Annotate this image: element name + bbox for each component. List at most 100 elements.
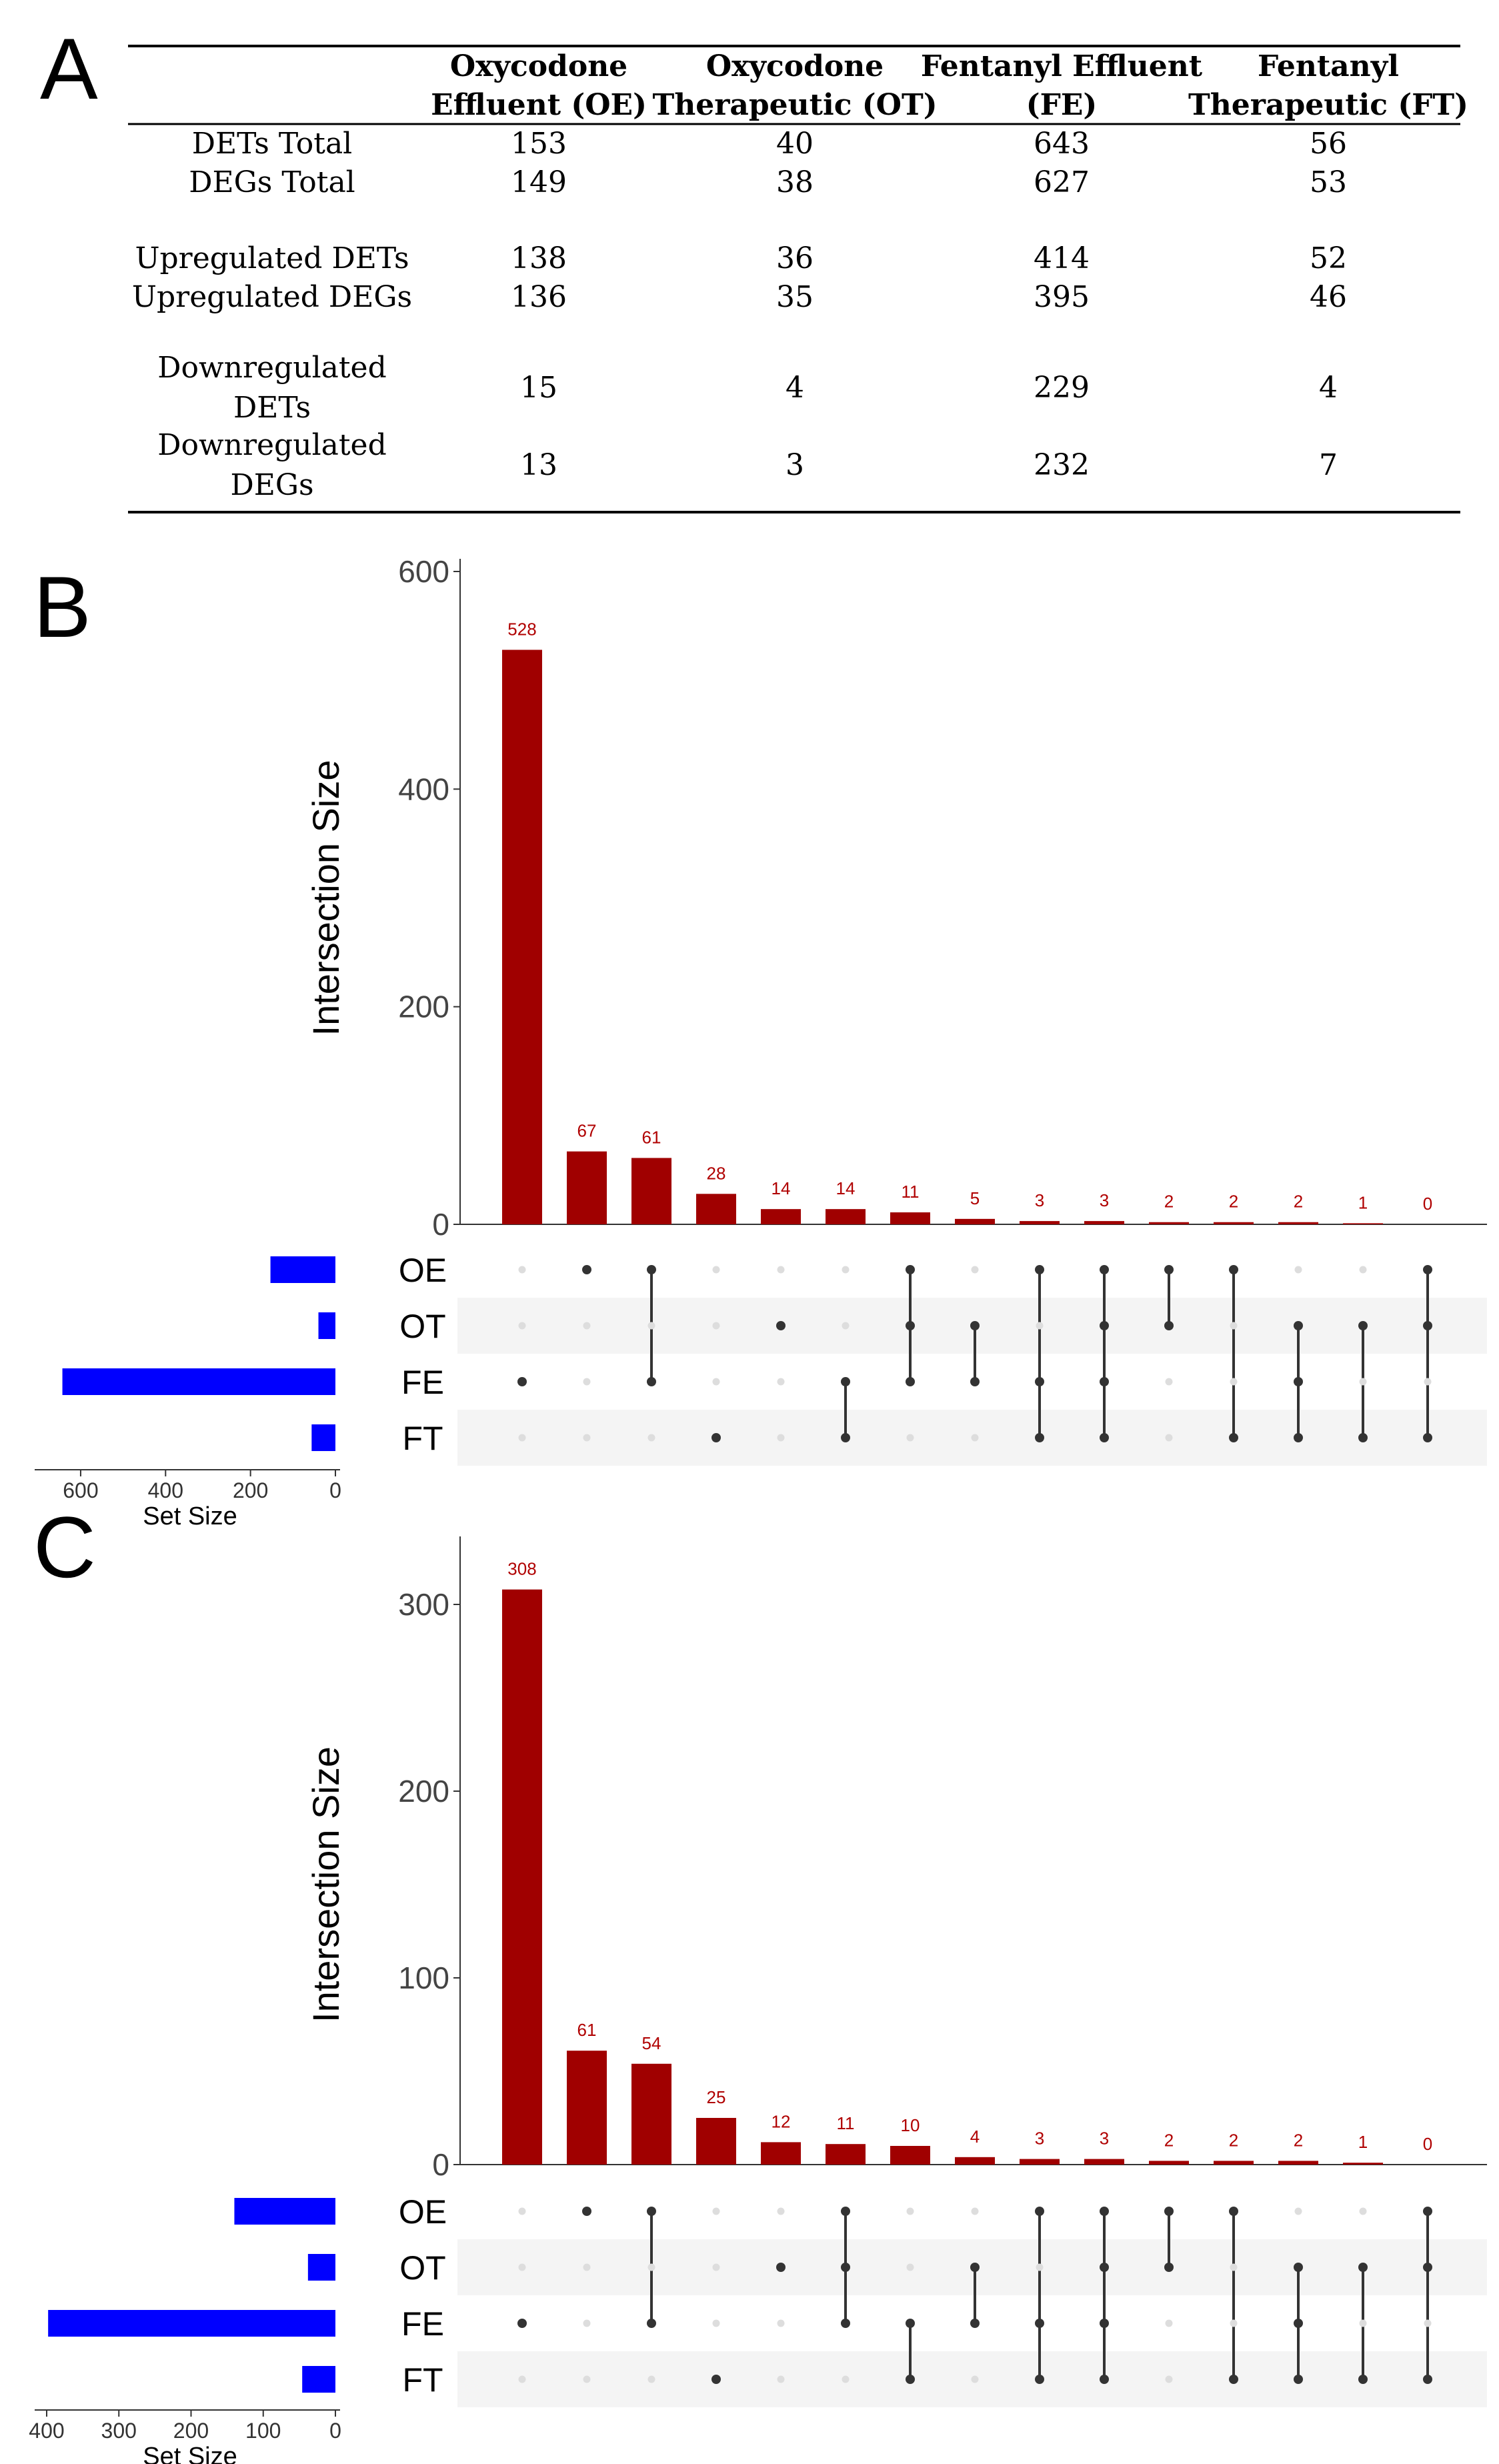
matrix-dot-filled bbox=[1035, 2207, 1044, 2216]
matrix-dot-empty bbox=[518, 1266, 526, 1274]
matrix-dot-filled bbox=[970, 2319, 980, 2328]
matrix-dot-filled bbox=[1294, 1377, 1303, 1386]
intersection-bar bbox=[1278, 2161, 1318, 2165]
intersection-bar bbox=[955, 2157, 995, 2165]
matrix-dot-filled bbox=[1164, 2207, 1174, 2216]
panel-label-c: C bbox=[33, 1498, 96, 1596]
intersection-bar-label: 14 bbox=[836, 1178, 856, 1198]
table-cell: 4 bbox=[786, 371, 804, 405]
matrix-dot-filled bbox=[1035, 1377, 1044, 1386]
intersection-bar-label: 2 bbox=[1164, 1192, 1174, 1212]
intersection-bar bbox=[890, 1212, 930, 1224]
matrix-dot-filled bbox=[1294, 1321, 1303, 1330]
table-cell: 53 bbox=[1310, 165, 1347, 199]
table-header-cell: Fentanyl Effluent bbox=[921, 49, 1203, 83]
table-row-label: Downregulated bbox=[157, 428, 387, 462]
set-size-axis-title: Set Size bbox=[143, 2443, 237, 2464]
matrix-dot-empty bbox=[518, 2207, 526, 2215]
matrix-dot-filled bbox=[1294, 1433, 1303, 1442]
matrix-dot-empty bbox=[1165, 1378, 1173, 1386]
matrix-dot-empty bbox=[971, 1266, 979, 1274]
matrix-dot-filled bbox=[1100, 1377, 1109, 1386]
intersection-bar bbox=[631, 1158, 671, 1224]
table-header-cell: Oxycodone bbox=[450, 49, 627, 83]
table-cell: 149 bbox=[511, 165, 567, 199]
matrix-dot-empty bbox=[777, 2319, 785, 2327]
table-cell: 138 bbox=[511, 241, 567, 275]
intersection-bar-label: 28 bbox=[707, 1163, 726, 1183]
intersection-bar bbox=[567, 1151, 607, 1224]
intersection-bar-label: 2 bbox=[1229, 1192, 1238, 1212]
matrix-dot-filled bbox=[647, 1265, 656, 1274]
intersection-bar bbox=[1214, 2161, 1254, 2165]
matrix-dot-filled bbox=[711, 1433, 721, 1442]
matrix-dot-empty bbox=[1359, 2207, 1367, 2215]
summary-table: Oxycodone Effluent (OE) Oxycodone Therapeut… bbox=[128, 45, 1468, 513]
matrix-dot-filled bbox=[517, 1377, 527, 1386]
intersection-bar bbox=[1020, 1221, 1060, 1224]
matrix-dot-empty bbox=[777, 1266, 785, 1274]
table-cell: 3 bbox=[786, 448, 804, 482]
matrix-dot-filled bbox=[647, 2207, 656, 2216]
intersection-bar bbox=[502, 1589, 542, 2165]
table-cell: 4 bbox=[1319, 371, 1338, 405]
matrix-dot-filled bbox=[582, 1265, 591, 1274]
matrix-dot-empty bbox=[1359, 1378, 1367, 1386]
table-row-label: DETs Total bbox=[192, 127, 353, 161]
matrix-dot-empty bbox=[971, 2207, 979, 2215]
intersection-bar bbox=[890, 2146, 930, 2165]
matrix-dot-filled bbox=[776, 1321, 786, 1330]
matrix-dot-empty bbox=[1036, 1322, 1044, 1330]
matrix-dot-filled bbox=[1100, 1321, 1109, 1330]
matrix-dot-filled bbox=[970, 2263, 980, 2272]
matrix-dot-filled bbox=[906, 2319, 915, 2328]
matrix-dot-filled bbox=[841, 1433, 850, 1442]
intersection-bar-label: 2 bbox=[1294, 2130, 1303, 2150]
intersection-bar bbox=[761, 1209, 801, 1224]
y-tick-label: 400 bbox=[398, 772, 449, 806]
intersection-bar-label: 54 bbox=[642, 2033, 661, 2053]
matrix-dot-filled bbox=[1294, 2263, 1303, 2272]
matrix-dot-filled bbox=[970, 1377, 980, 1386]
matrix-dot-empty bbox=[583, 2319, 591, 2327]
matrix-dot-filled bbox=[1229, 2375, 1238, 2384]
panel-label-a: A bbox=[40, 20, 98, 117]
matrix-dot-empty bbox=[842, 2375, 850, 2383]
matrix-dot-empty bbox=[1359, 1266, 1367, 1274]
intersection-bar-label: 1 bbox=[1358, 2132, 1368, 2152]
matrix-dot-filled bbox=[1294, 2375, 1303, 2384]
intersection-bar-label: 3 bbox=[1100, 1190, 1109, 1210]
intersection-bar-label: 25 bbox=[707, 2087, 726, 2107]
matrix-dot-filled bbox=[1100, 1265, 1109, 1274]
matrix-dot-filled bbox=[1294, 2319, 1303, 2328]
set-size-bar bbox=[270, 1256, 335, 1283]
table-cell: 153 bbox=[511, 127, 567, 161]
intersection-bar-label: 61 bbox=[642, 1127, 661, 1147]
set-size-bar bbox=[62, 1368, 335, 1395]
set-size-tick-label: 400 bbox=[29, 2419, 64, 2443]
panel-label-b: B bbox=[33, 558, 91, 656]
matrix-dot-empty bbox=[1359, 2319, 1367, 2327]
intersection-bar bbox=[696, 2118, 736, 2165]
matrix-dot-empty bbox=[583, 1378, 591, 1386]
intersection-bar-label: 308 bbox=[507, 1559, 536, 1579]
matrix-dot-filled bbox=[1229, 1265, 1238, 1274]
intersection-bar-label: 2 bbox=[1229, 2130, 1238, 2150]
intersection-bar bbox=[567, 2051, 607, 2165]
intersection-bar-label: 11 bbox=[837, 2113, 855, 2133]
set-size-axis-title: Set Size bbox=[143, 1502, 237, 1530]
intersection-bar bbox=[1084, 2159, 1124, 2165]
matrix-dot-filled bbox=[906, 1377, 915, 1386]
set-size-bar bbox=[318, 1312, 335, 1339]
matrix-dot-filled bbox=[647, 1377, 656, 1386]
intersection-bar bbox=[1278, 1222, 1318, 1224]
table-cell: 52 bbox=[1310, 241, 1347, 275]
matrix-dot-empty bbox=[906, 2207, 914, 2215]
intersection-bar-label: 61 bbox=[577, 2020, 597, 2040]
matrix-dot-filled bbox=[1423, 2263, 1432, 2272]
set-size-bar bbox=[234, 2198, 335, 2225]
intersection-bar-label: 3 bbox=[1035, 1190, 1044, 1210]
matrix-dot-empty bbox=[1165, 1434, 1173, 1442]
table-row-label: Upregulated DEGs bbox=[132, 280, 412, 314]
